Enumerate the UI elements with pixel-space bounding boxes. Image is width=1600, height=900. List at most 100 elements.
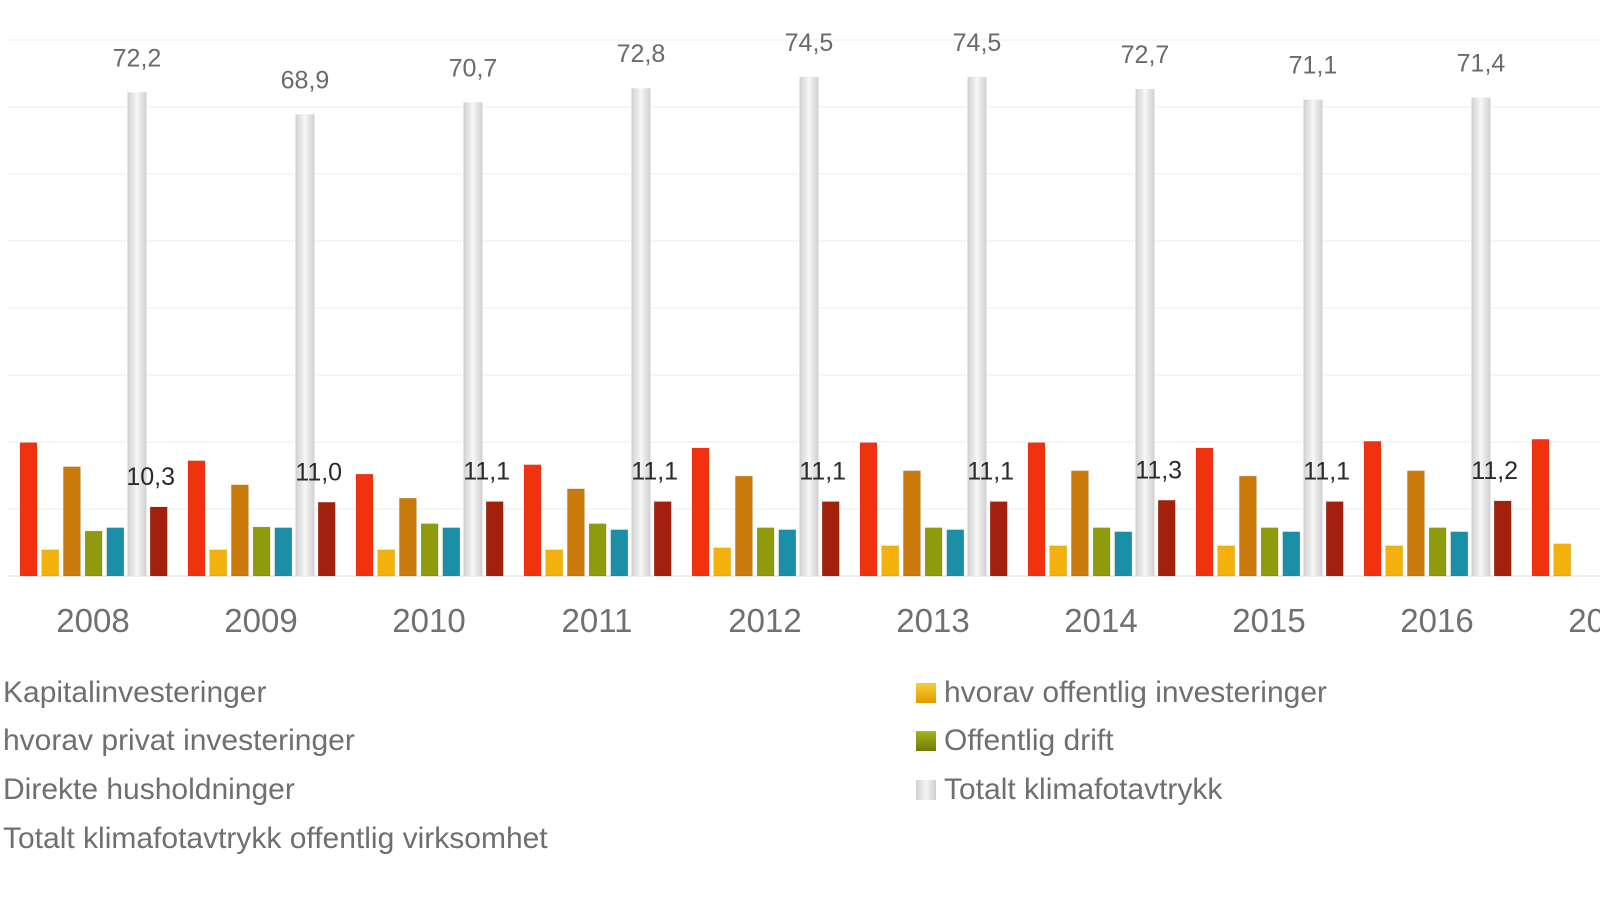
bar-2013-0 [859,442,878,577]
bar-2012-5 [799,76,819,576]
x-tick-label: 2013 [896,602,969,639]
bar-2008-3 [84,530,103,577]
x-tick-label: 2012 [728,602,801,639]
bar-2013-4 [946,529,965,577]
bar-2010-4 [442,527,461,577]
legend-label: hvorav offentlig investeringer [944,676,1327,709]
legend-item-direkte-husholdninger[interactable]: Direkte husholdninger [3,773,295,807]
bar-2012-4 [778,529,797,577]
legend-item-kapitalinvesteringer[interactable]: Kapitalinvesteringer [3,676,266,710]
bar-2013-2 [903,470,921,577]
data-label: 74,5 [785,29,834,57]
bar-2010-6 [485,501,504,577]
data-label: 72,7 [1121,41,1170,69]
bar-2008-0 [19,442,38,577]
bar-2008-2 [63,466,81,577]
bar-2015-4 [1282,531,1301,577]
bar-2009-0 [187,460,206,577]
bar-2014-6 [1157,500,1176,577]
bar-2013-6 [989,501,1008,577]
data-label: 11,1 [631,458,678,486]
bar-2011-1 [545,549,563,577]
data-label: 11,2 [1471,457,1518,485]
bar-2010-5 [463,102,483,576]
bar-2012-6 [821,501,840,577]
legend-item-offentlig-investeringer[interactable]: hvorav offentlig investeringer [916,676,1327,710]
bar-2012-3 [756,527,775,577]
bar-2009-1 [209,549,227,577]
bar-2015-6 [1325,501,1344,577]
x-tick-label: 2008 [56,602,129,639]
bar-2016-3 [1428,527,1447,577]
bar-2015-1 [1217,545,1235,577]
data-label: 71,1 [1289,52,1338,80]
bar-2011-0 [523,464,542,577]
bar-2016-5 [1471,97,1491,577]
bar-2013-5 [967,76,987,576]
legend-label: Totalt klimafotavtrykk [944,773,1223,806]
bar-2011-6 [653,501,672,577]
bar-2012-1 [713,547,731,577]
data-labels: 72,2 10,3 68,9 11,0 70,7 11,1 72,8 11,1 74,5 11,1… [113,29,1518,491]
data-label: 11,0 [295,458,342,486]
legend-item-offentlig-drift[interactable]: Offentlig drift [916,724,1114,758]
data-label: 11,3 [1135,456,1182,484]
legend-label: hvorav privat investeringer [3,724,355,757]
bar-2016-6 [1493,500,1512,577]
bar-2014-0 [1027,442,1046,577]
bar-2010-3 [420,523,439,577]
data-label: 68,9 [281,66,330,94]
legend-swatch [916,731,936,751]
legend-item-totalt-klimafotavtrykk[interactable]: Totalt klimafotavtrykk [916,773,1222,807]
bar-2016-0 [1363,441,1382,577]
bar-2010-1 [377,549,395,577]
data-label: 11,1 [463,458,510,486]
bar-2009-5 [295,114,315,577]
legend-label: Totalt klimafotavtrykk offentlig virksom… [3,822,548,855]
bar-2015-5 [1303,99,1323,576]
legend-label: Kapitalinvesteringer [3,676,267,709]
bar-2011-3 [588,523,607,577]
bar-2015-2 [1239,475,1257,577]
bar-2013-1 [881,545,899,577]
bar-2009-2 [231,484,249,577]
bar-2010-2 [399,498,417,577]
bar-2008-4 [106,527,125,577]
bar-2012-2 [735,475,753,577]
data-label: 72,8 [617,40,666,68]
x-tick-label: 2017 [1568,602,1600,639]
bar-2015-3 [1260,527,1279,577]
bar-2014-3 [1092,527,1111,577]
bar-2012-0 [691,447,710,577]
bar-2016-4 [1450,531,1469,577]
legend-item-totalt-offentlig[interactable]: Totalt klimafotavtrykk offentlig virksom… [3,822,548,856]
bar-2011-4 [610,529,629,577]
bar-2014-5 [1135,88,1155,576]
bar-2014-2 [1071,470,1089,577]
bar-2009-4 [274,527,293,577]
bar-2011-5 [631,88,651,577]
bar-2009-3 [252,526,271,577]
data-label: 70,7 [449,54,498,82]
data-label: 72,2 [113,44,162,72]
bar-2015-0 [1195,447,1214,577]
x-tick-label: 2016 [1400,602,1473,639]
bar-2008-1 [41,549,59,577]
bar-2016-2 [1407,470,1425,577]
x-tick-label: 2010 [392,602,465,639]
x-tick-label: 2009 [224,602,297,639]
x-tick-label: 2011 [562,602,633,639]
bar-2011-2 [567,488,585,577]
bar-2014-1 [1049,545,1067,577]
legend-item-privat-investeringer[interactable]: hvorav privat investeringer [3,724,355,758]
bar-2017-1 [1553,543,1571,577]
bars [19,76,1571,577]
legend-label: Offentlig drift [944,724,1114,757]
data-label: 11,1 [799,458,846,486]
data-label: 74,5 [953,29,1002,57]
data-label: 11,1 [967,458,1014,486]
bar-2016-1 [1385,545,1403,577]
bar-2008-5 [127,92,147,576]
data-label: 11,1 [1303,458,1350,486]
x-tick-label: 2015 [1232,602,1305,639]
